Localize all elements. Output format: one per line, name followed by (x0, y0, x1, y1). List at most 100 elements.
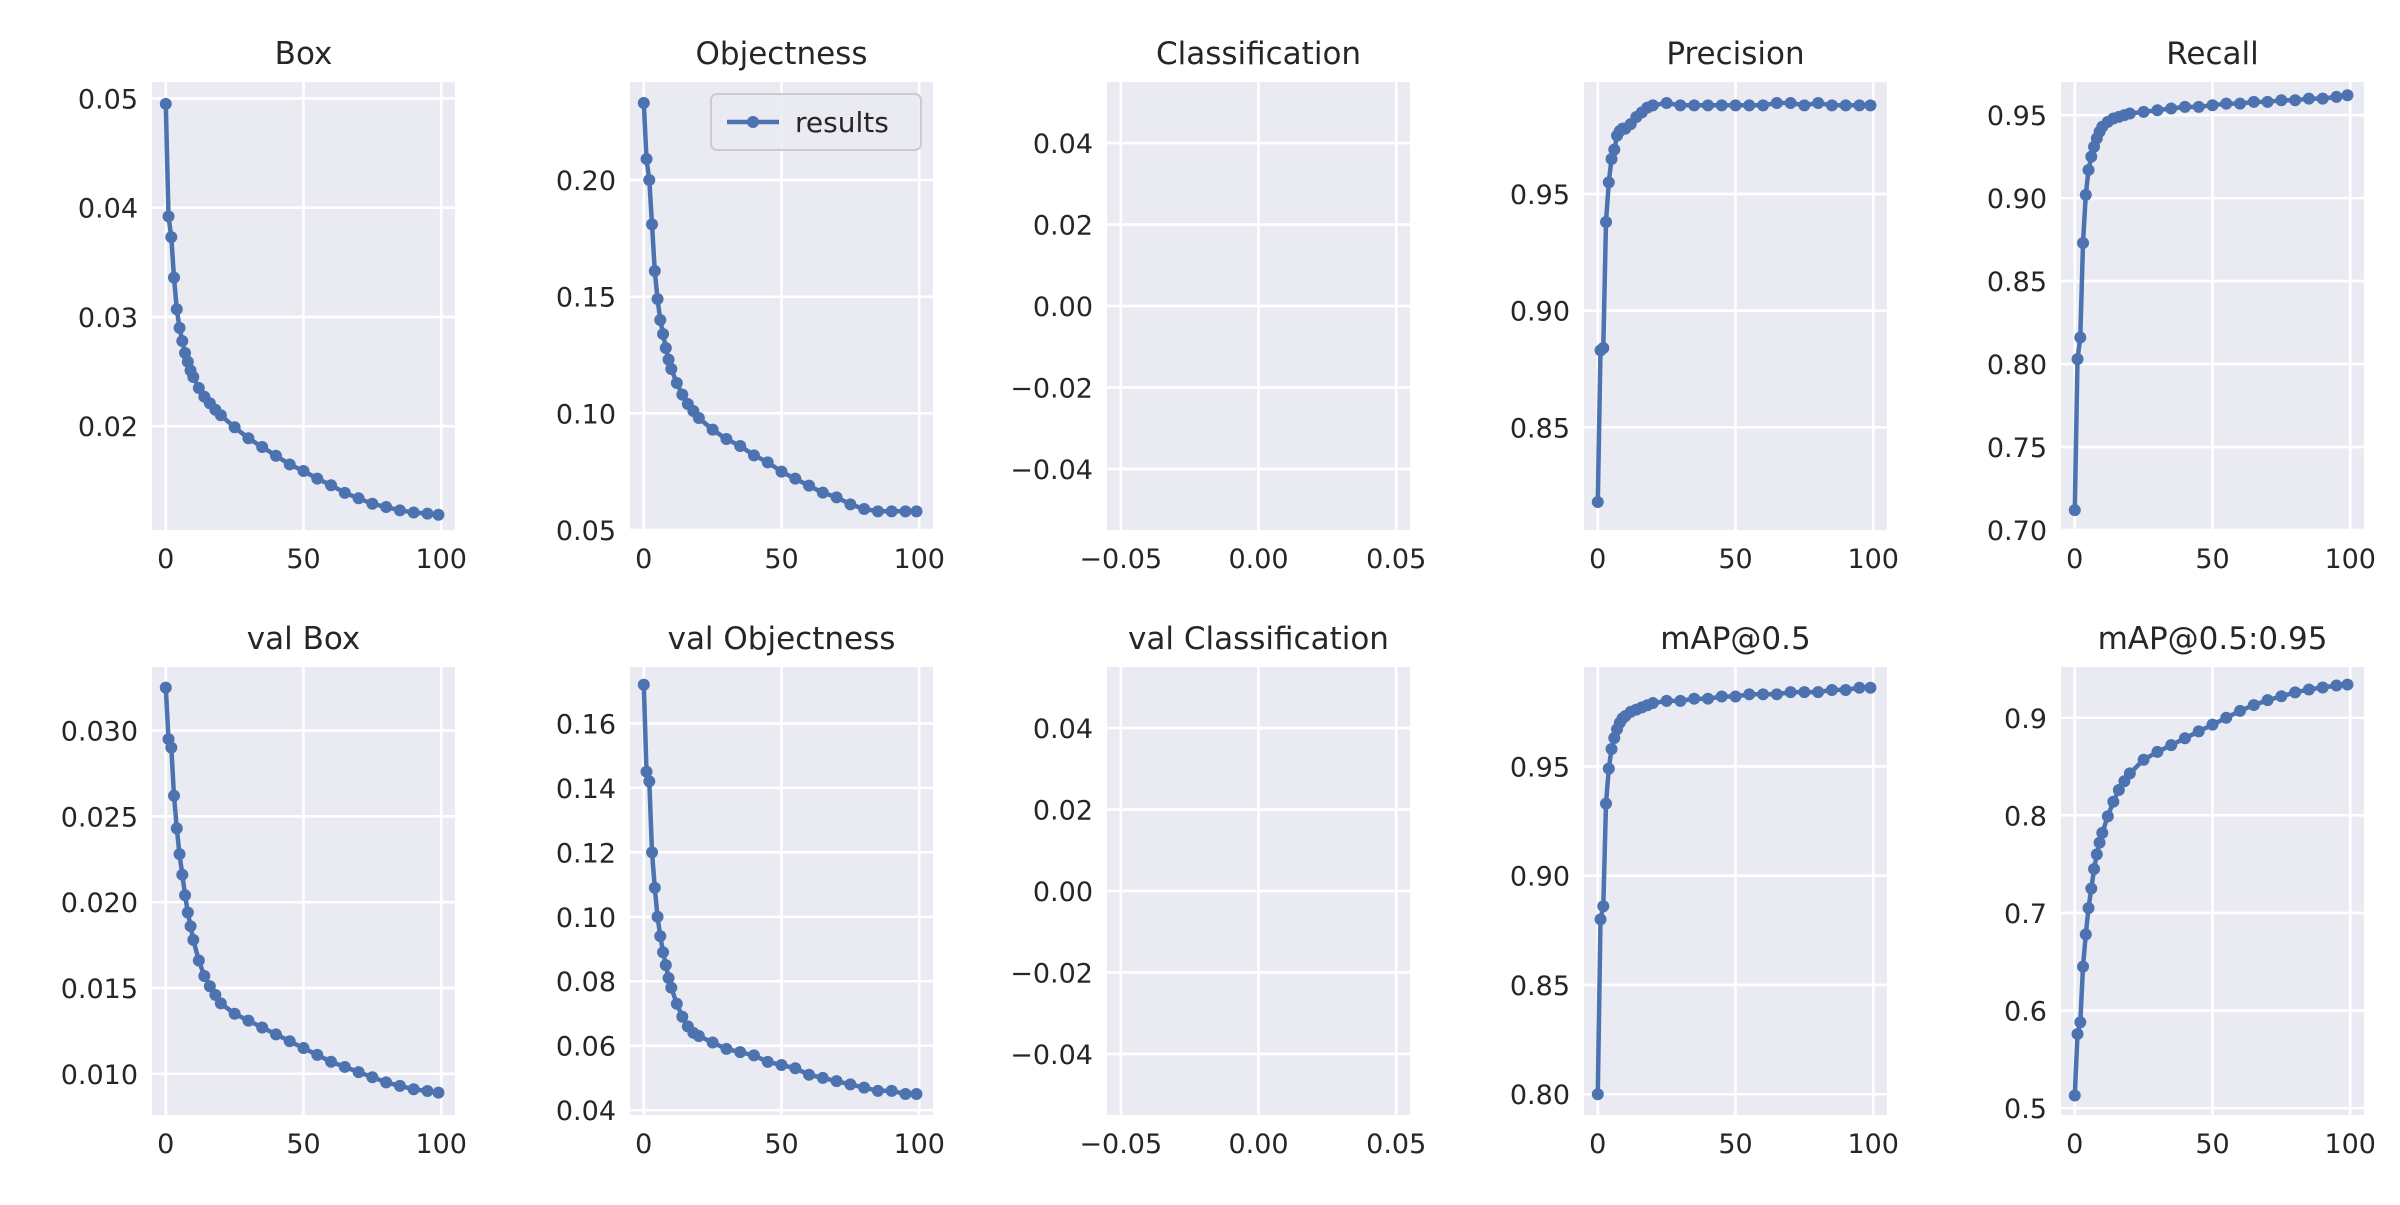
y-tick-label: 0.04 (1033, 714, 1093, 745)
val-box-data-point (214, 997, 227, 1010)
precision-data-point (1674, 99, 1687, 112)
map-at-0-5-data-point (1646, 697, 1659, 710)
val-objectness-data-point (885, 1084, 898, 1097)
map-at-0-5-data-point (1605, 742, 1618, 755)
y-tick-label: 0.05 (556, 516, 616, 547)
map-at-0-5-0-95-data-point (2096, 826, 2109, 839)
x-tick-label: 0 (157, 544, 174, 575)
val-box-data-point (179, 889, 192, 902)
val-box-data-point (184, 920, 197, 933)
map-at-0-5-0-95-data-point (2077, 960, 2090, 973)
objectness-data-point (651, 293, 664, 305)
val-box-data-point (181, 906, 194, 919)
recall-data-point (2077, 236, 2090, 249)
val-box-data-point (170, 822, 183, 835)
x-tick-label: 0 (635, 1129, 652, 1160)
map-at-0-5-0-95-data-point (2234, 704, 2247, 717)
box-data-point (192, 381, 205, 394)
val-objectness-data-point (830, 1075, 843, 1088)
recall-data-point (2220, 97, 2233, 110)
map-at-0-5-0-95-data-point (2330, 679, 2343, 692)
x-tick-label: 100 (2324, 544, 2376, 575)
val-objectness-data-point (761, 1055, 774, 1068)
y-tick-label: 0.04 (1033, 129, 1093, 160)
map-at-0-5-0-95-data-point (2178, 732, 2191, 745)
val-box-data-point (366, 1071, 379, 1084)
x-tick-label: 100 (1847, 544, 1899, 575)
subplot-classification: −0.05 0.00 0.05 −0.04 −0.02 0.00 0.02 0.04 Class… (1010, 36, 1426, 575)
map-at-0-5-0-95-data-point (2093, 836, 2106, 849)
map-at-0-5-data-point (1798, 686, 1811, 699)
y-tick-label: 0.20 (556, 166, 616, 197)
val-box-data-point (242, 1014, 255, 1027)
y-tick-label: 0.95 (1510, 180, 1570, 211)
map-at-0-5-data-point (1600, 797, 1613, 810)
val-box-data-point (192, 954, 205, 967)
objectness-data-point (844, 498, 857, 511)
objectness-data-point (640, 153, 653, 165)
val-objectness-data-point (803, 1068, 816, 1081)
map-at-0-5-data-point (1853, 681, 1866, 694)
box-data-point (407, 506, 420, 519)
val-box-data-point (393, 1079, 406, 1092)
x-tick-label: 50 (1718, 544, 1752, 575)
y-tick-label: 0.08 (556, 967, 616, 998)
box-data-point (176, 334, 189, 347)
y-tick-label: 0.15 (556, 283, 616, 314)
recall-data-point (2341, 89, 2354, 102)
val-objectness-data-point (816, 1071, 829, 1084)
map-at-0-5-data-point (1597, 900, 1610, 913)
recall-data-point (2082, 163, 2095, 176)
map-at-0-5-0-95-data-point (2101, 810, 2114, 823)
val-objectness-data-point (747, 1049, 760, 1062)
x-tick-label: 0 (635, 544, 652, 575)
recall-data-point (2165, 102, 2178, 115)
recall-data-point (2123, 107, 2136, 120)
y-tick-label: 0.10 (556, 903, 616, 934)
objectness-data-point (871, 505, 884, 518)
val-objectness-title: val Objectness (668, 621, 896, 657)
recall-data-point (2247, 95, 2260, 108)
subplot-val-classification: −0.05 0.00 0.05 −0.04 −0.02 0.00 0.02 0.04 val C… (1010, 621, 1426, 1160)
y-tick-label: 0.030 (61, 717, 138, 748)
y-tick-label: −0.04 (1010, 455, 1093, 486)
recall-data-point (2151, 104, 2164, 117)
val-box-data-point (269, 1028, 282, 1041)
objectness-data-point (659, 342, 672, 354)
objectness-data-point (899, 505, 912, 518)
map-at-0-5-0-95-data-point (2316, 681, 2329, 694)
box-data-point (352, 492, 365, 505)
precision-data-point (1600, 216, 1613, 228)
map-at-0-5-data-point (1729, 690, 1742, 703)
y-tick-label: 0.8 (2004, 801, 2047, 832)
x-tick-label: −0.05 (1079, 1129, 1162, 1160)
precision-data-point (1825, 99, 1838, 112)
val-objectness-data-point (643, 775, 656, 788)
y-tick-label: 0.90 (1987, 184, 2047, 215)
subplot-box: 0 50 100 0.02 0.03 0.04 0.05 Box (78, 36, 467, 575)
y-tick-label: 0.95 (1510, 752, 1570, 783)
box-data-point (165, 231, 178, 244)
val-objectness-data-point (646, 846, 659, 859)
box-data-point (269, 449, 282, 462)
map-at-0-5-data-point (1591, 1088, 1604, 1101)
box-data-point (256, 440, 269, 453)
map-at-0-5-0-95-data-point (2112, 783, 2125, 796)
objectness-data-point (657, 328, 670, 340)
box-data-point (162, 210, 175, 223)
box-data-point (173, 321, 186, 334)
box-data-point (338, 486, 351, 499)
objectness-data-point (885, 505, 898, 518)
x-tick-label: 0 (2066, 1129, 2083, 1160)
map-at-0-5-0-95-data-point (2289, 686, 2302, 699)
x-tick-label: 0.00 (1228, 1129, 1288, 1160)
box-data-point (159, 97, 172, 110)
map-at-0-5-0-95-data-point (2302, 683, 2315, 696)
y-tick-label: 0.03 (78, 303, 138, 334)
y-tick-label: −0.02 (1010, 958, 1093, 989)
recall-data-point (2206, 99, 2219, 112)
val-box-data-point (325, 1055, 338, 1068)
y-tick-label: 0.02 (1033, 211, 1093, 242)
